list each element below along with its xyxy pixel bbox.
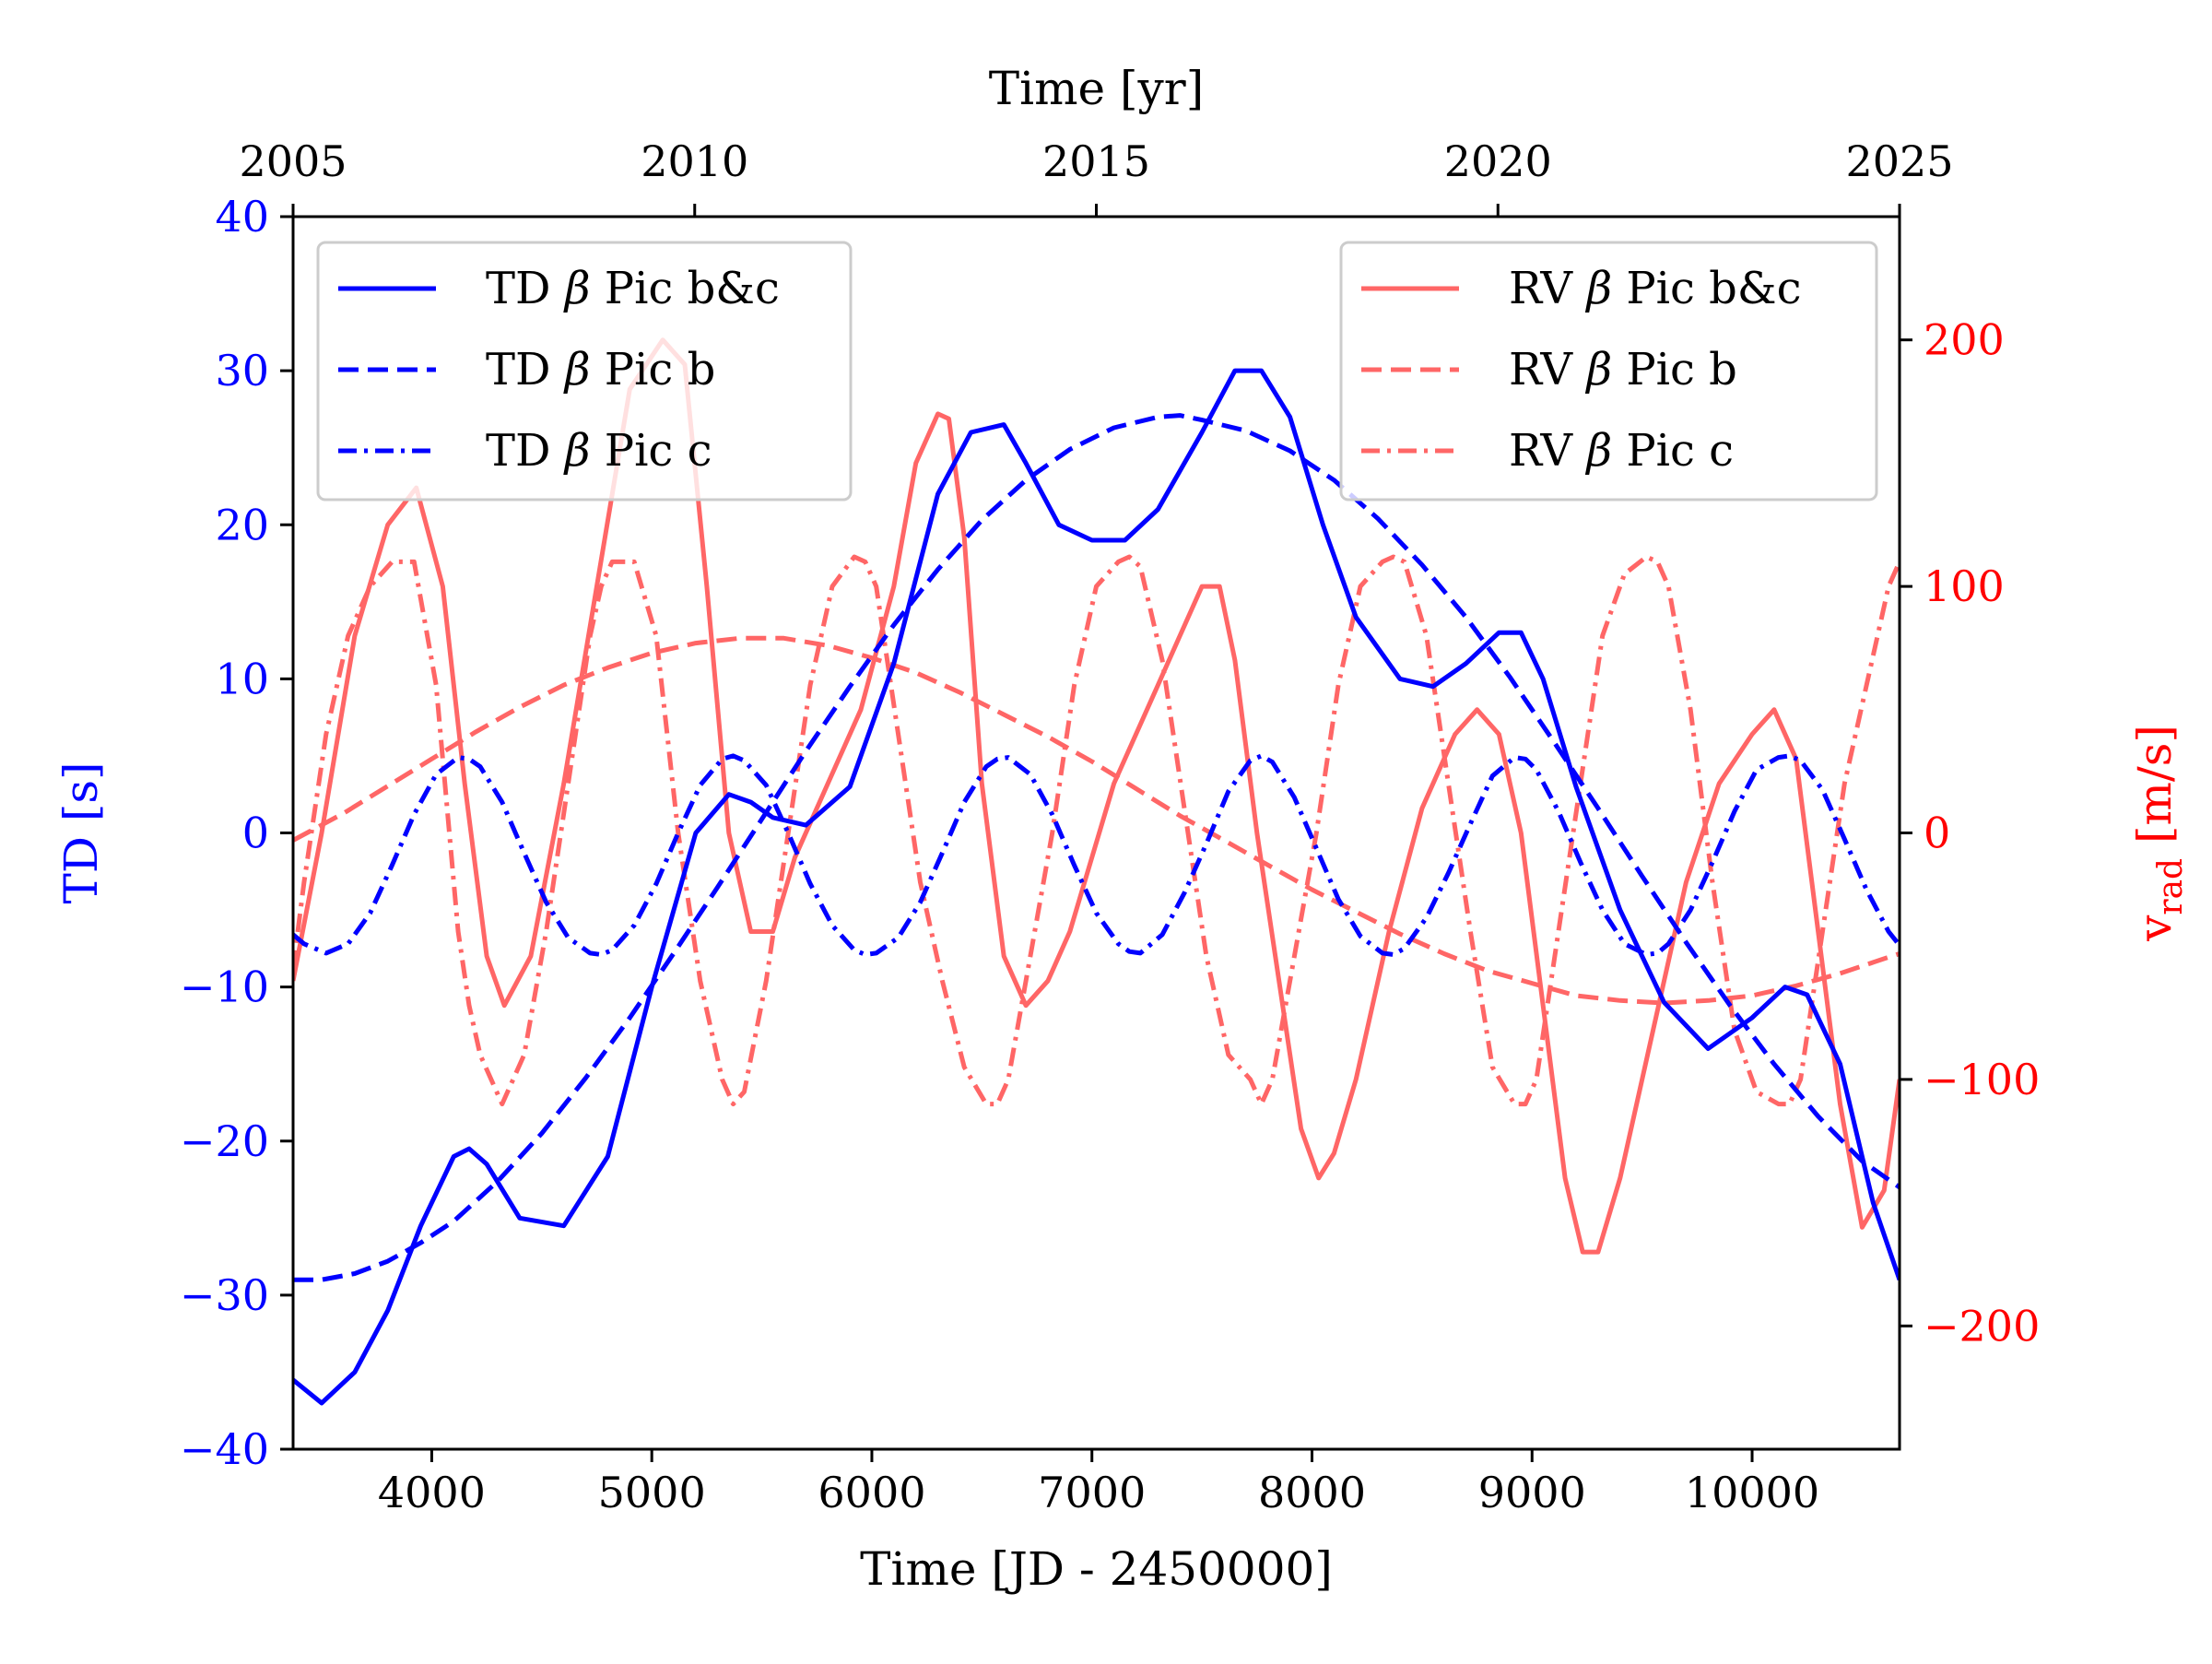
y-axis-left-title: TD [s] bbox=[54, 761, 108, 903]
legend-label-suffix: Pic b bbox=[1612, 344, 1737, 395]
y-left-tick-label: −20 bbox=[180, 1116, 269, 1166]
y-axis-right-title: vrad [m/s] bbox=[2128, 725, 2190, 942]
y-left-tick-label: 0 bbox=[242, 808, 269, 858]
legend-label-greek: β bbox=[563, 425, 591, 477]
legend-label-greek: β bbox=[563, 263, 591, 314]
y-left-tick-label: 10 bbox=[215, 654, 269, 703]
legend-label-suffix: Pic c bbox=[591, 425, 712, 477]
legend-label: TD β Pic c bbox=[486, 425, 712, 477]
legend-label: RV β Pic c bbox=[1509, 425, 1734, 477]
y-left-tick-label: 40 bbox=[215, 192, 269, 242]
x-top-tick-label: 2025 bbox=[1845, 136, 1953, 186]
series-layer bbox=[293, 337, 1900, 1406]
legend-label-suffix: Pic b&c bbox=[1612, 263, 1801, 314]
series-line-5 bbox=[293, 554, 1900, 1107]
series-line-2 bbox=[293, 753, 1900, 957]
legend-label-greek: β bbox=[1584, 263, 1612, 314]
y-left-tick-label: 30 bbox=[215, 346, 269, 395]
x-top-tick-label: 2015 bbox=[1042, 136, 1150, 186]
series-line-0 bbox=[293, 368, 1900, 1406]
legend-label-prefix: RV bbox=[1509, 425, 1586, 477]
x-top-tick-label: 2010 bbox=[641, 136, 748, 186]
y-right-tick-label: 0 bbox=[1924, 808, 1950, 858]
legend-label-prefix: RV bbox=[1509, 344, 1586, 395]
legend-label: TD β Pic b bbox=[486, 344, 715, 395]
legend-label-greek: β bbox=[1584, 344, 1612, 395]
legend-label-greek: β bbox=[563, 344, 591, 395]
series-line-3 bbox=[293, 337, 1900, 1255]
legend-label-suffix: Pic b&c bbox=[591, 263, 780, 314]
x-bottom-tick-label: 10000 bbox=[1685, 1468, 1819, 1517]
legend-label: TD β Pic b&c bbox=[486, 263, 780, 314]
legend-label-suffix: Pic c bbox=[1612, 425, 1734, 477]
legend-layer: TD β Pic b&cTD β Pic bTD β Pic cRV β Pic… bbox=[316, 241, 1878, 502]
x-axis-top-title: Time [yr] bbox=[989, 62, 1204, 115]
x-top-tick-label: 2020 bbox=[1444, 136, 1552, 186]
y-right-tick-label: −200 bbox=[1924, 1301, 2040, 1351]
y-left-tick-label: −40 bbox=[180, 1424, 269, 1474]
x-bottom-tick-label: 5000 bbox=[598, 1468, 706, 1517]
legend-label-prefix: TD bbox=[486, 344, 565, 395]
series-line-1 bbox=[293, 413, 1900, 1282]
y-right-tick-label: 200 bbox=[1924, 315, 2005, 365]
x-bottom-tick-label: 4000 bbox=[378, 1468, 486, 1517]
series-line-4 bbox=[293, 635, 1900, 1006]
legend-label-prefix: TD bbox=[486, 425, 565, 477]
legend-label: RV β Pic b&c bbox=[1509, 263, 1802, 314]
x-bottom-tick-label: 8000 bbox=[1258, 1468, 1366, 1517]
x-bottom-tick-label: 7000 bbox=[1038, 1468, 1146, 1517]
legend-box-top-left bbox=[316, 241, 853, 502]
y-axis-right-title-sub: rad bbox=[2152, 858, 2190, 915]
y-left-tick-label: −30 bbox=[180, 1270, 269, 1320]
x-top-tick-label: 2005 bbox=[239, 136, 347, 186]
y-left-tick-label: −10 bbox=[180, 962, 269, 1012]
y-right-tick-label: 100 bbox=[1924, 561, 2005, 611]
legend-label-prefix: RV bbox=[1509, 263, 1586, 314]
legend-label-greek: β bbox=[1584, 425, 1612, 477]
y-right-tick-label: −100 bbox=[1924, 1055, 2040, 1104]
x-bottom-tick-label: 6000 bbox=[818, 1468, 925, 1517]
y-axis-right-title-unit: [m/s] bbox=[2128, 725, 2182, 858]
y-left-tick-label: 20 bbox=[215, 500, 269, 549]
y-axis-right-title-main: v bbox=[2128, 915, 2182, 942]
legend-label-prefix: TD bbox=[486, 263, 565, 314]
legend-label: RV β Pic b bbox=[1509, 344, 1737, 395]
x-bottom-tick-label: 9000 bbox=[1478, 1468, 1586, 1517]
x-axis-bottom-title: Time [JD - 2450000] bbox=[860, 1542, 1333, 1596]
legend-box-top-right bbox=[1339, 241, 1878, 502]
legend-label-suffix: Pic b bbox=[591, 344, 716, 395]
